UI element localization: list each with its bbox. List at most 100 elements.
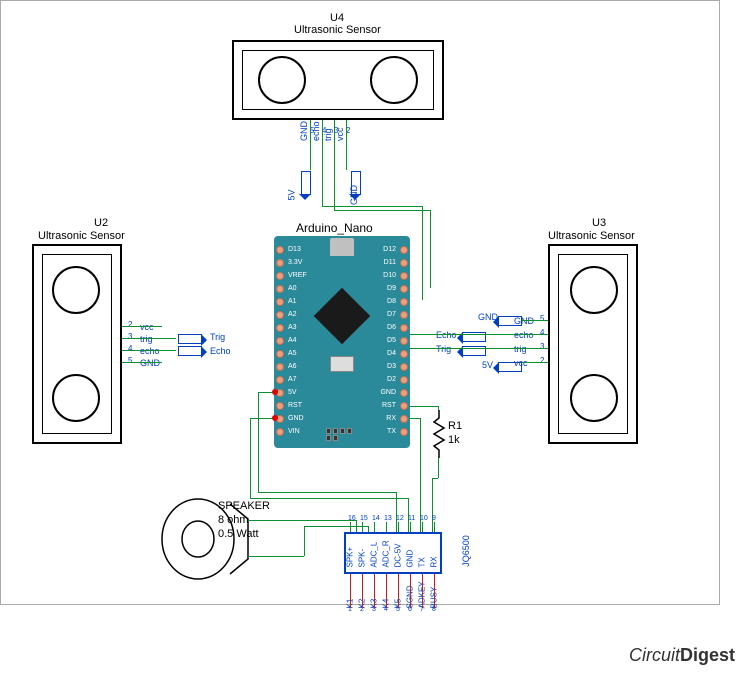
r1-ref: R1 xyxy=(448,420,462,432)
arduino-pin-left xyxy=(276,311,284,319)
u3-p4: 4 xyxy=(540,328,544,337)
arduino-pin-right xyxy=(400,402,408,410)
arduino-pin-right xyxy=(400,389,408,397)
wire xyxy=(258,392,259,492)
arduino-left-label: A0 xyxy=(288,285,297,292)
arduino-pin-left xyxy=(276,428,284,436)
arduino-right-label: D2 xyxy=(387,376,396,383)
jq-top-num: 12 xyxy=(396,515,404,522)
u2-echo-net: Echo xyxy=(210,346,231,356)
mcu-chip xyxy=(314,288,371,345)
wire xyxy=(334,210,430,211)
net-gnd-u4 xyxy=(351,171,361,195)
net-gnd-u3 xyxy=(498,316,522,326)
arduino-left-label: RST xyxy=(288,402,302,409)
arduino-pin-left xyxy=(276,298,284,306)
arduino-left-label: A7 xyxy=(288,376,297,383)
jq-top-num: 11 xyxy=(408,515,415,522)
u2-trig-lbl: trig xyxy=(140,334,153,344)
arduino-pin-right xyxy=(400,324,408,332)
sensor-u2 xyxy=(32,244,122,444)
watermark: CircuitDigest xyxy=(629,645,735,666)
brand2: Digest xyxy=(680,645,735,665)
u4-5v: 5V xyxy=(287,189,297,200)
wire xyxy=(258,492,396,493)
resistor-r1 xyxy=(432,410,446,463)
net-trig-u2 xyxy=(178,334,202,344)
jq-top-num: 16 xyxy=(348,515,356,522)
arduino-left-label: GND xyxy=(288,415,304,422)
u2-p5: 5 xyxy=(128,356,132,365)
arduino-pin-right xyxy=(400,415,408,423)
u2-trig-net: Trig xyxy=(210,332,225,342)
arduino-pin-left xyxy=(276,259,284,267)
wire xyxy=(522,320,548,321)
u4-gnd-lbl: GND xyxy=(299,121,309,141)
wire xyxy=(410,418,420,419)
wire xyxy=(368,526,369,532)
arduino-right-label: D4 xyxy=(387,350,396,357)
u3-5v-net: 5V xyxy=(482,360,493,370)
arduino-left-label: 5V xyxy=(288,389,297,396)
arduino-left-label: A3 xyxy=(288,324,297,331)
arduino-pin-left xyxy=(276,272,284,280)
wire xyxy=(430,210,431,288)
wire xyxy=(248,520,356,521)
arduino-pin-right xyxy=(400,298,408,306)
arduino-right-label: GND xyxy=(380,389,396,396)
u4-name: Ultrasonic Sensor xyxy=(294,24,381,36)
jq-top-num: 13 xyxy=(384,515,392,522)
u3-p5: 5 xyxy=(540,314,544,323)
wire xyxy=(410,406,438,407)
jq-top-num: 9 xyxy=(432,515,436,522)
arduino-right-label: RST xyxy=(382,402,396,409)
wire xyxy=(410,334,548,335)
wire xyxy=(250,498,408,499)
usb-port xyxy=(330,238,354,256)
u3-echo-lbl: echo xyxy=(514,330,534,340)
arduino-left-label: A2 xyxy=(288,311,297,318)
net-5v-u4 xyxy=(301,171,311,195)
power-dot xyxy=(272,389,278,395)
arduino-pin-right xyxy=(400,259,408,267)
arduino-pin-right xyxy=(400,311,408,319)
arduino-left-label: D13 xyxy=(288,246,301,253)
jq-top-num: 14 xyxy=(372,515,380,522)
arduino-left-label: A4 xyxy=(288,337,297,344)
sensor-u3 xyxy=(548,244,638,444)
u3-ref: U3 xyxy=(592,217,606,229)
wire xyxy=(122,362,162,363)
jq-top-label: DC-5V xyxy=(394,543,403,567)
arduino-pin-left xyxy=(276,363,284,371)
wire xyxy=(432,478,433,532)
arduino-pin-left xyxy=(276,376,284,384)
arduino-left-label: 3.3V xyxy=(288,259,302,266)
arduino-left-label: A5 xyxy=(288,350,297,357)
u3-name: Ultrasonic Sensor xyxy=(548,230,635,242)
u3-trig-lbl: trig xyxy=(514,344,527,354)
wire xyxy=(422,206,423,300)
arduino-title: Arduino_Nano xyxy=(296,221,373,235)
wire xyxy=(122,338,176,339)
u4-ref: U4 xyxy=(330,12,344,24)
arduino-pin-right xyxy=(400,246,408,254)
wire xyxy=(410,348,548,349)
u2-name: Ultrasonic Sensor xyxy=(38,230,125,242)
jq-top-label: GND xyxy=(406,550,415,568)
arduino-left-label: VIN xyxy=(288,428,300,435)
arduino-left-label: A6 xyxy=(288,363,297,370)
wire xyxy=(322,120,323,206)
arduino-right-label: D10 xyxy=(383,272,396,279)
jq-top-num: 15 xyxy=(360,515,368,522)
wire xyxy=(122,350,176,351)
isp-header xyxy=(325,428,359,442)
jq-ref: JQ6500 xyxy=(461,535,471,567)
u4-trig-lbl: trig xyxy=(323,128,333,141)
arduino-pin-left xyxy=(276,350,284,358)
arduino-right-label: D6 xyxy=(387,324,396,331)
u4-vcc-lbl: vcc xyxy=(335,128,345,142)
wire xyxy=(304,526,368,527)
u3-echo-net: Echo xyxy=(436,330,457,340)
gnd-dot xyxy=(272,415,278,421)
arduino-pin-right xyxy=(400,428,408,436)
